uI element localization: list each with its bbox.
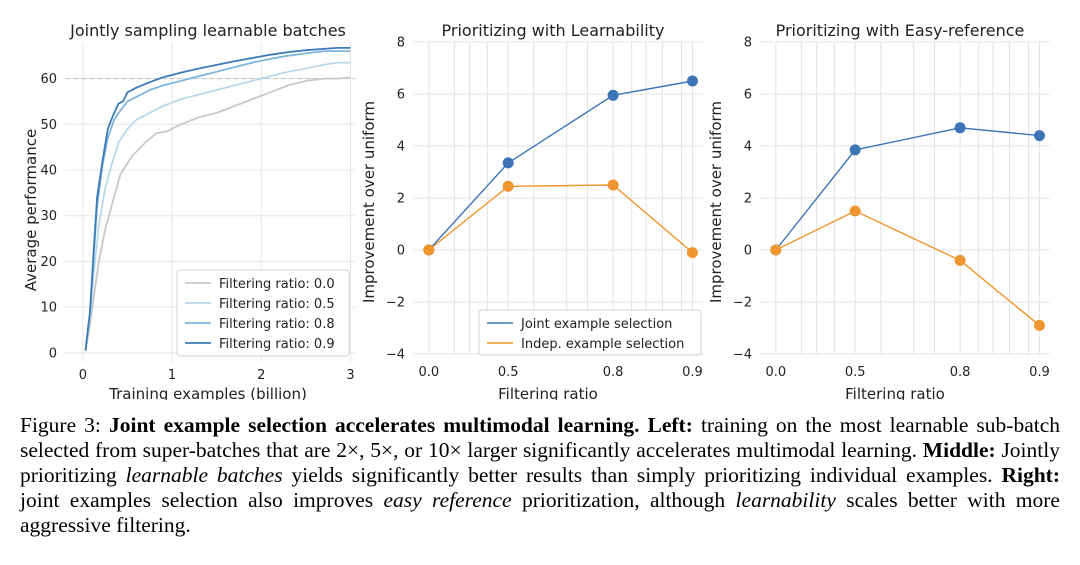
y-tick-label: 50 <box>40 118 57 133</box>
caption-title: Joint example selection accelerates mult… <box>108 413 640 437</box>
caption-right-text-1: joint examples selection also improves <box>20 488 384 512</box>
legend-box <box>478 309 702 356</box>
series-line-0 <box>428 80 693 251</box>
series-point-0 <box>607 89 619 101</box>
x-tick-label: 3 <box>346 368 354 383</box>
x-tick-label: 0.9 <box>682 365 703 380</box>
x-tick-label: 0.0 <box>418 365 439 380</box>
series-point-1 <box>607 179 619 191</box>
series-line-1 <box>428 184 693 254</box>
caption-left-head: Left: <box>647 413 693 437</box>
y-tick-label: 0 <box>744 244 752 259</box>
caption-right-em-2: learnability <box>735 488 836 512</box>
series-point-0 <box>502 157 514 169</box>
x-tick-label: 0.8 <box>603 365 624 380</box>
y-tick-label: −4 <box>733 348 752 363</box>
x-axis-label: Training examples (billion) <box>108 385 307 400</box>
legend-label: Filtering ratio: 0.0 <box>219 277 335 292</box>
y-tick-label: 8 <box>744 36 752 51</box>
y-tick-label: 4 <box>744 140 752 155</box>
series-point-1 <box>502 180 514 192</box>
y-tick-label: 6 <box>744 88 752 103</box>
caption-middle-text-2: yields significantly better results than… <box>282 463 1002 487</box>
caption-right-text-2: prioritization, although <box>511 488 736 512</box>
series-point-1 <box>1033 319 1045 331</box>
series-line-1 <box>775 210 1040 326</box>
caption-right-text-3: scales better with more aggressive filte… <box>20 488 1060 537</box>
y-tick-label: 20 <box>40 255 57 270</box>
x-tick-label: 1 <box>168 368 176 383</box>
y-tick-label: 8 <box>397 36 405 51</box>
y-tick-label: 2 <box>744 192 752 207</box>
panel-right: 0.0 0.5 0.8 0.9 −4 −2 0 2 4 6 8 Prioritizing with E… <box>707 21 1050 400</box>
series-point-1 <box>954 254 966 266</box>
legend-label: Filtering ratio: 0.8 <box>219 317 335 332</box>
legend-label: Indep. example selection <box>521 337 684 352</box>
y-tick-label: −2 <box>733 296 752 311</box>
y-tick-label: −4 <box>386 348 405 363</box>
caption-middle-em: learnable batches <box>125 463 283 487</box>
y-axis-label: Improvement over uniform <box>707 101 725 303</box>
series-line-0 <box>775 127 1040 251</box>
figure-caption: Figure 3: Joint example selection accele… <box>20 413 1060 538</box>
y-tick-label: 60 <box>40 72 57 87</box>
y-tick-label: −2 <box>386 296 405 311</box>
caption-right-em-1: easy reference <box>383 488 512 512</box>
y-tick-label: 30 <box>40 209 57 224</box>
series-point-0 <box>1033 130 1045 142</box>
caption-middle-head: Middle: <box>922 438 996 462</box>
x-tick-label: 0 <box>79 368 87 383</box>
series-line-1 <box>84 61 351 351</box>
x-tick-label: 2 <box>257 368 265 383</box>
y-axis-label: Average performance <box>22 129 40 291</box>
series-point-1 <box>849 205 861 217</box>
series-line-0 <box>84 76 351 351</box>
x-axis-label: Filtering ratio <box>498 385 598 400</box>
series-point-1 <box>770 244 782 256</box>
series-line-3 <box>84 47 351 351</box>
legend-label: Joint example selection <box>520 317 672 332</box>
panel-title: Prioritizing with Learnability <box>442 21 665 40</box>
panel-title: Jointly sampling learnable batches <box>69 21 346 40</box>
y-tick-label: 10 <box>40 301 57 316</box>
y-axis-label: Improvement over uniform <box>360 101 378 303</box>
panel-title: Prioritizing with Easy-reference <box>776 21 1025 40</box>
panel-middle: 0.0 0.5 0.8 0.9 −4 −2 0 2 4 6 8 Prioritizing with L… <box>360 21 703 400</box>
x-tick-label: 0.5 <box>498 365 519 380</box>
caption-middle-text-1: Jointly prioritizing <box>20 438 1060 487</box>
y-tick-label: 6 <box>397 88 405 103</box>
caption-right-head: Right: <box>1001 463 1060 487</box>
series-point-0 <box>849 144 861 156</box>
x-tick-label: 0.8 <box>950 365 971 380</box>
series-point-0 <box>686 75 698 87</box>
x-tick-label: 0.5 <box>845 365 866 380</box>
legend-box <box>176 269 350 357</box>
x-axis-label: Filtering ratio <box>845 385 945 400</box>
y-tick-label: 4 <box>397 140 405 155</box>
legend-label: Filtering ratio: 0.5 <box>219 297 335 312</box>
y-tick-label: 40 <box>40 164 57 179</box>
y-tick-label: 0 <box>397 244 405 259</box>
y-tick-label: 0 <box>49 346 57 361</box>
legend-label: Filtering ratio: 0.9 <box>219 337 335 352</box>
x-tick-label: 0.0 <box>765 365 786 380</box>
caption-left-text: training on the most learnable sub-batch… <box>20 413 1061 462</box>
y-tick-label: 2 <box>397 192 405 207</box>
series-point-0 <box>954 122 966 134</box>
series-point-1 <box>686 247 698 259</box>
x-tick-label: 0.9 <box>1029 365 1050 380</box>
series-point-1 <box>423 244 435 256</box>
caption-label: Figure 3: <box>20 413 109 437</box>
